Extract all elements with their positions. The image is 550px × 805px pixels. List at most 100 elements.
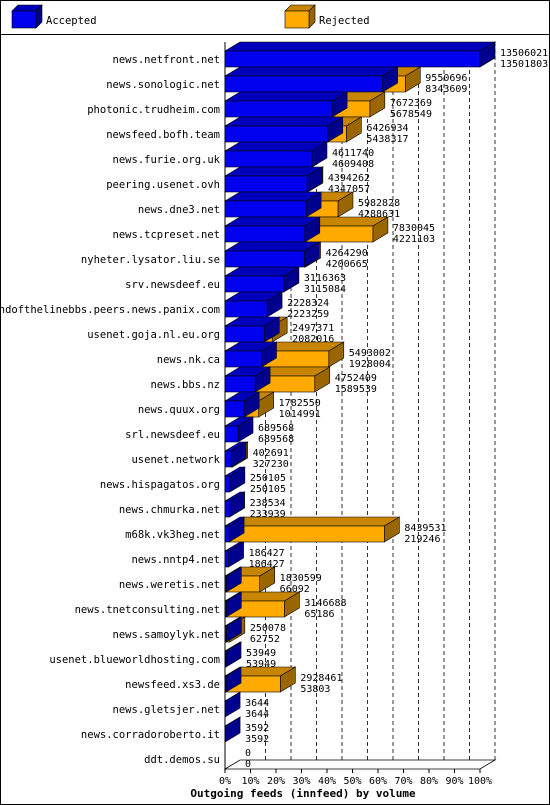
bar-row: [223, 266, 300, 293]
category-label: usenet.network: [131, 454, 220, 466]
value-label-total: 6426934: [366, 123, 408, 134]
value-label-accepted: 186427: [249, 559, 285, 570]
bar-accepted: [223, 191, 323, 218]
bar-accepted: [223, 666, 243, 693]
x-tick-label: 90%: [445, 776, 463, 787]
value-label-accepted: 233939: [250, 509, 286, 520]
category-label: news.tcpreset.net: [113, 229, 220, 241]
value-label-accepted: 1589539: [335, 384, 377, 395]
bar-accepted: [223, 566, 243, 593]
category-label: usenet.goja.nl.eu.org: [87, 329, 220, 341]
category-label: peering.usenet.ovh: [106, 179, 220, 191]
category-label: ddt.demos.su: [144, 754, 220, 766]
legend-swatch: [11, 10, 37, 29]
value-label-accepted: 2223259: [287, 309, 329, 320]
value-label-accepted: 4347057: [328, 184, 370, 195]
bar-row: [223, 566, 276, 593]
value-label-total: 9550696: [425, 73, 467, 84]
category-labels: news.netfront.net news.sonologic.net photo…: [0, 54, 221, 766]
category-label: photonic.trudheim.com: [87, 104, 220, 116]
bar-row: [223, 541, 245, 568]
value-label-accepted: 65186: [304, 609, 334, 620]
category-label: news.hispagatos.org: [100, 479, 220, 491]
value-label-total: 7672369: [390, 98, 432, 109]
value-label-total: 3116363: [304, 273, 346, 284]
value-label-total: 5982828: [358, 198, 400, 209]
value-label-accepted: 250105: [250, 484, 286, 495]
floor-plane: [223, 759, 497, 770]
value-label-total: 7830045: [393, 223, 435, 234]
category-label: news.nntp4.net: [131, 554, 220, 566]
bar-accepted: [223, 41, 496, 68]
value-label-total: 3146688: [304, 598, 346, 609]
value-label-total: 3592: [245, 723, 269, 734]
bar-accepted: [223, 116, 344, 143]
bar-row: [223, 591, 301, 618]
bar-accepted: [223, 316, 281, 343]
bar-accepted: [223, 691, 242, 718]
category-label: newsfeed.xs3.de: [125, 679, 220, 691]
value-label-total: 4611740: [332, 148, 374, 159]
value-label-total: 2497371: [292, 323, 334, 334]
x-tick-label: 50%: [343, 776, 361, 787]
bar-row: [223, 441, 249, 468]
value-label-accepted: 4200665: [326, 259, 368, 270]
legend: Accepted Rejected: [11, 4, 370, 29]
x-tick-label: 40%: [318, 776, 336, 787]
x-tick-label: 80%: [420, 776, 438, 787]
category-label: m68k.vk3heg.net: [125, 529, 220, 541]
value-label-accepted: 53949: [246, 659, 276, 670]
chart-floor: [223, 759, 497, 770]
value-label-accepted: 8343609: [425, 84, 467, 95]
bar-rejected: [331, 91, 386, 118]
value-label-total: 3644: [245, 698, 269, 709]
value-label-accepted: 4609408: [332, 159, 374, 170]
value-label-accepted: 13501803: [500, 59, 548, 70]
bar-row: [223, 116, 363, 143]
value-label-total: 4752409: [335, 373, 377, 384]
value-label-accepted: 1928004: [349, 359, 391, 370]
bar-row: [223, 141, 329, 168]
legend-swatch: [284, 10, 310, 29]
bar-row: [223, 641, 243, 668]
bar-rejected: [224, 666, 297, 693]
value-label-accepted: 1014991: [279, 409, 321, 420]
x-tick-label: 100%: [468, 776, 492, 787]
bar-row: [223, 666, 297, 693]
bar-row: [223, 616, 246, 643]
value-label-accepted: 62752: [250, 634, 280, 645]
bar-row: [223, 66, 422, 93]
bar-row: [223, 291, 284, 318]
value-label-accepted: 0: [245, 759, 251, 770]
category-label: srl.newsdeef.eu: [125, 429, 220, 441]
value-label-accepted: 2082016: [292, 334, 334, 345]
value-label-total: 1782550: [279, 398, 321, 409]
value-label-total: 8439531: [404, 523, 446, 534]
bar-accepted: [223, 466, 246, 493]
legend-item-rejected: Rejected: [284, 4, 370, 29]
value-label-accepted: 4221103: [393, 234, 435, 245]
value-label-accepted: 53803: [300, 684, 330, 695]
category-label: news.weretis.net: [119, 579, 220, 591]
bar-rejected: [227, 516, 401, 543]
x-tick-label: 0%: [219, 776, 231, 787]
bar-row: [223, 41, 497, 68]
bar-row: [223, 516, 401, 543]
value-label-total: 402691: [253, 448, 289, 459]
bar-accepted: [223, 391, 261, 418]
bar-accepted: [223, 91, 349, 118]
category-label: endofthelinebbs.peers.news.panix.com: [0, 304, 220, 316]
category-label: news.sonologic.net: [106, 79, 220, 91]
category-label: nyheter.lysator.liu.se: [81, 254, 220, 266]
bar-row: [223, 341, 345, 368]
value-label-total: 689568: [258, 423, 294, 434]
x-tick-label: 70%: [394, 776, 412, 787]
category-label: news.chmurka.net: [119, 504, 220, 516]
value-label-accepted: 3592: [245, 734, 269, 745]
bar-accepted: [223, 366, 272, 393]
category-label: srv.newsdeef.eu: [125, 279, 220, 291]
bar-row: [223, 241, 322, 268]
bar-accepted: [223, 516, 246, 543]
